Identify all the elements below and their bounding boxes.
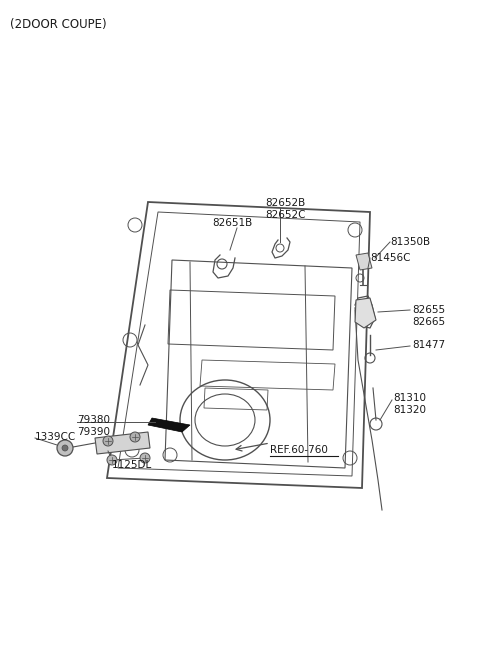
- Circle shape: [62, 445, 68, 451]
- Text: 82652B
82652C: 82652B 82652C: [265, 198, 305, 220]
- Polygon shape: [95, 432, 150, 454]
- Polygon shape: [148, 418, 190, 432]
- Circle shape: [103, 436, 113, 446]
- Text: REF.60-760: REF.60-760: [270, 445, 328, 455]
- Text: 81477: 81477: [412, 340, 445, 350]
- Circle shape: [57, 440, 73, 456]
- Circle shape: [130, 432, 140, 442]
- Text: 79380
79390: 79380 79390: [77, 415, 110, 437]
- Text: 81350B: 81350B: [390, 237, 430, 247]
- Circle shape: [107, 455, 117, 465]
- Text: (2DOOR COUPE): (2DOOR COUPE): [10, 18, 107, 31]
- Text: 81310
81320: 81310 81320: [393, 393, 426, 415]
- Polygon shape: [355, 298, 376, 328]
- Polygon shape: [356, 253, 372, 270]
- Text: 82655
82665: 82655 82665: [412, 305, 445, 327]
- Text: 81456C: 81456C: [370, 253, 410, 263]
- Text: 1125DL: 1125DL: [112, 460, 152, 470]
- Text: 82651B: 82651B: [212, 218, 252, 228]
- Text: 1339CC: 1339CC: [35, 432, 76, 442]
- Circle shape: [140, 453, 150, 463]
